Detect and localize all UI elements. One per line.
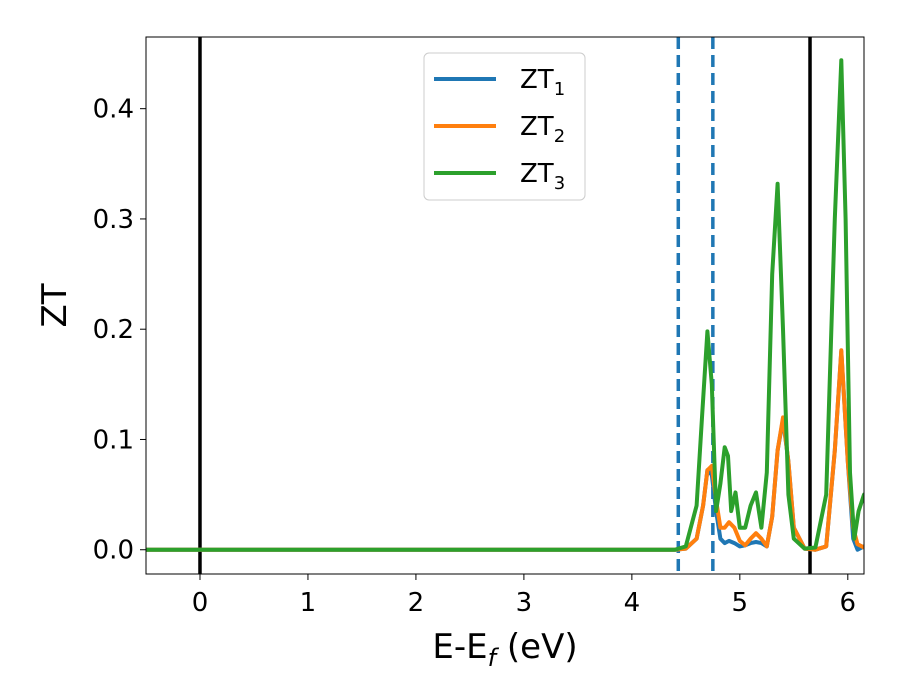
x-tick-label: 3 [516, 588, 533, 618]
y-tick-label: 0.3 [93, 205, 134, 235]
legend: ZT1 ZT2 ZT3 [423, 52, 586, 201]
x-tick-label: 0 [192, 588, 209, 618]
axes: 0 1 2 3 4 5 6 0.0 0.1 0.2 0.3 0.4 E-Ef (eV) ZT [35, 36, 865, 672]
x-tick-label: 2 [408, 588, 425, 618]
x-tick-label: 5 [732, 588, 749, 618]
legend-label-zt3: ZT3 [520, 159, 565, 194]
x-tick-label: 4 [624, 588, 641, 618]
legend-label-zt1: ZT1 [520, 65, 565, 100]
x-axis-label: E-Ef (eV) [432, 627, 577, 672]
y-tick-label: 0.1 [93, 425, 134, 455]
series-line-zt1 [146, 349, 864, 552]
plot-frame [145, 36, 865, 575]
series-line-zt2 [146, 348, 864, 552]
y-tick-label: 0.2 [93, 315, 134, 345]
plot-area [146, 37, 864, 574]
y-axis-label: ZT [35, 283, 75, 327]
y-tick-label: 0.0 [93, 536, 134, 566]
x-tick-label: 6 [840, 588, 857, 618]
legend-box [423, 52, 586, 201]
x-tick-label: 1 [300, 588, 317, 618]
legend-label-zt2: ZT2 [520, 112, 565, 147]
y-tick-label: 0.4 [93, 95, 134, 125]
series-line-zt3 [146, 58, 864, 552]
